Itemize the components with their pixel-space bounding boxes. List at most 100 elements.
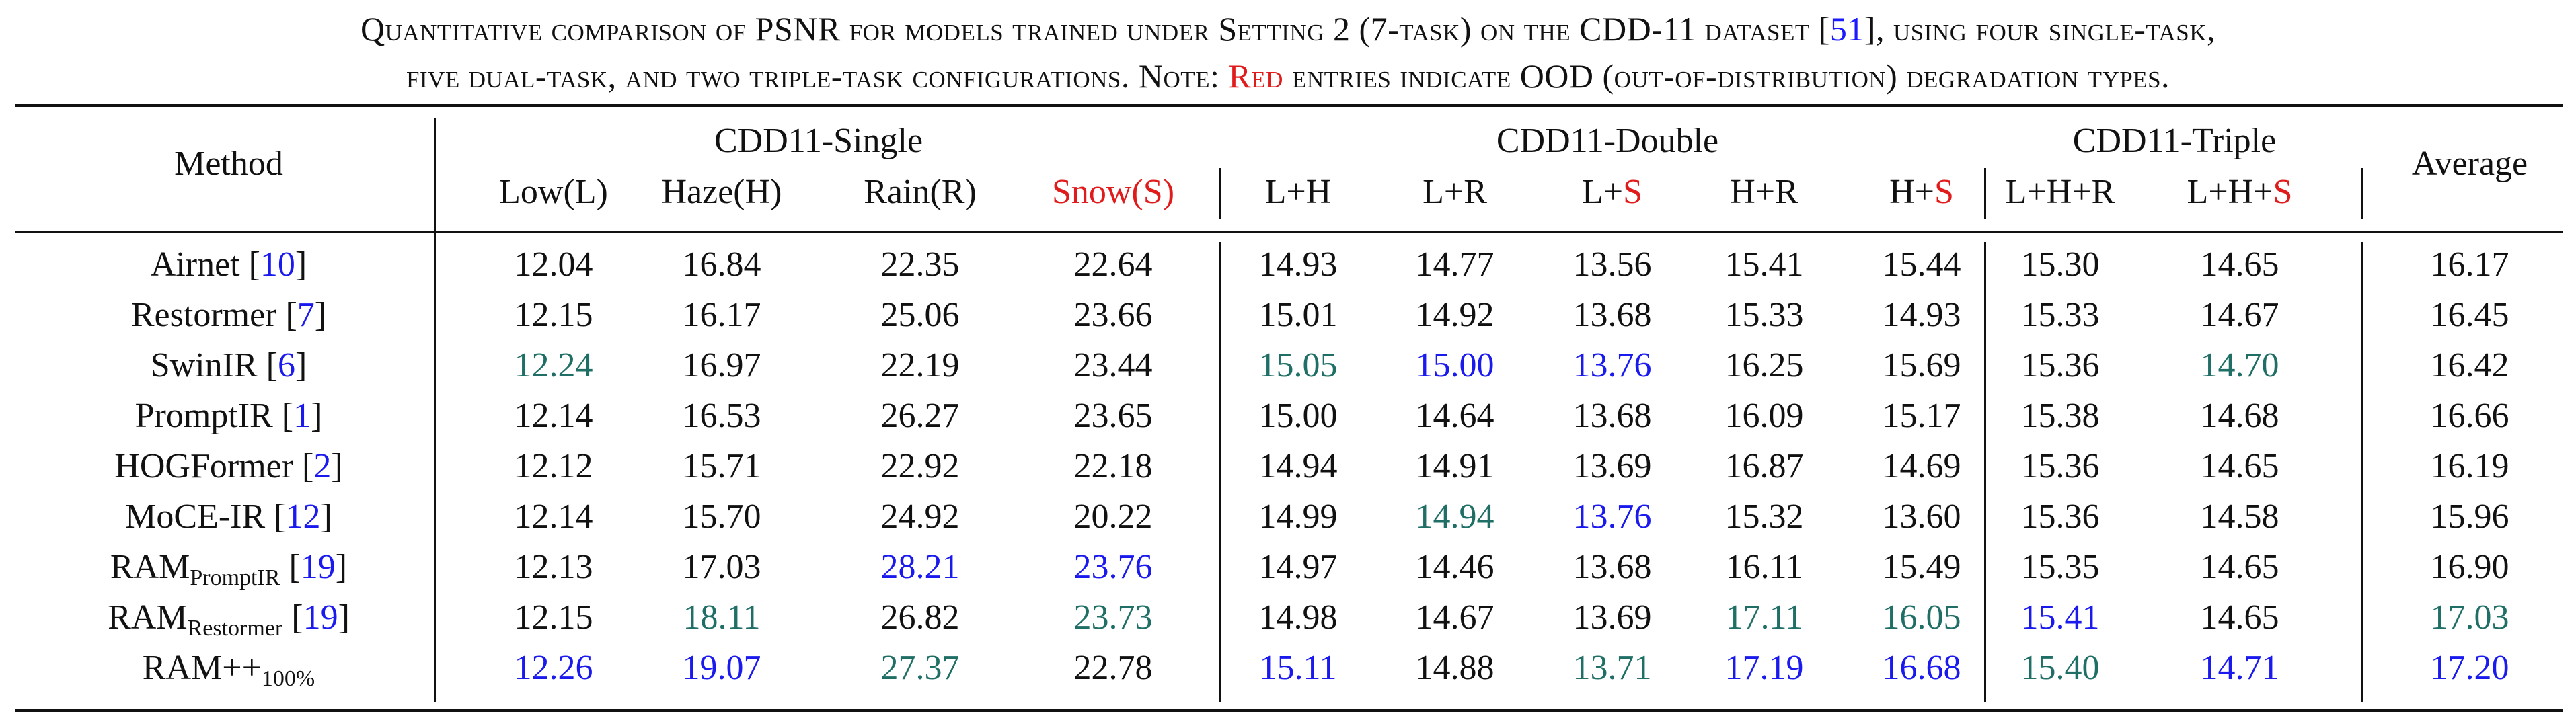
column-header: L+H+R — [2006, 172, 2115, 212]
average-cell: 16.90 — [2430, 548, 2509, 586]
psnr-cell: 13.69 — [1573, 598, 1652, 637]
psnr-cell: 16.25 — [1725, 346, 1804, 385]
psnr-cell: 14.93 — [1882, 296, 1961, 334]
column-divider — [434, 118, 436, 702]
psnr-cell: 14.58 — [2200, 497, 2279, 536]
caption-line-2: five dual-task, and two triple-task conf… — [0, 52, 2576, 99]
psnr-cell: 14.65 — [2200, 548, 2279, 586]
citation-link[interactable]: 7 — [297, 296, 315, 334]
column-header-text: Haze(H) — [661, 173, 782, 211]
psnr-cell: 15.49 — [1882, 548, 1961, 586]
psnr-cell: 15.01 — [1258, 296, 1338, 334]
psnr-cell: 15.00 — [1415, 346, 1494, 385]
method-name: Restormer [7] — [131, 295, 326, 335]
method-name: SwinIR [6] — [151, 346, 307, 385]
citation-link[interactable]: 6 — [277, 346, 295, 385]
psnr-cell: 14.68 — [2200, 397, 2279, 435]
psnr-cell: 14.69 — [1882, 447, 1961, 485]
method-label: RAM++ — [142, 649, 262, 687]
column-header: Low(L) — [499, 172, 608, 212]
psnr-cell: 14.71 — [2200, 649, 2279, 687]
column-header-ood-text: S — [2273, 173, 2293, 211]
psnr-cell: 15.17 — [1882, 397, 1961, 435]
method-subscript: 100% — [261, 666, 315, 691]
header-group-triple: CDD11-Triple — [2072, 122, 2277, 160]
column-header-text: L+H — [1264, 173, 1332, 211]
psnr-cell: 13.71 — [1573, 649, 1652, 687]
psnr-cell: 16.11 — [1725, 548, 1803, 586]
caption-line-1: Quantitative comparison of PSNR for mode… — [0, 5, 2576, 52]
header-average: Average — [2411, 145, 2528, 183]
psnr-cell: 15.36 — [2020, 346, 2100, 385]
method-subscript: Restormer — [187, 616, 283, 641]
table-bottom-rule — [15, 709, 2563, 712]
psnr-cell: 17.11 — [1725, 598, 1803, 637]
header-group-single: CDD11-Single — [714, 122, 923, 160]
column-header: H+R — [1730, 172, 1798, 212]
psnr-cell: 15.44 — [1882, 245, 1961, 284]
psnr-cell: 14.91 — [1415, 447, 1494, 485]
psnr-cell: 13.76 — [1573, 346, 1652, 385]
method-name: MoCE-IR [12] — [125, 497, 332, 536]
psnr-cell: 15.40 — [2020, 649, 2100, 687]
psnr-cell: 16.09 — [1725, 397, 1804, 435]
psnr-cell: 15.70 — [682, 497, 761, 536]
psnr-cell: 14.46 — [1415, 548, 1494, 586]
citation-link[interactable]: 2 — [313, 447, 332, 485]
psnr-cell: 12.24 — [514, 346, 593, 385]
caption-text: entries indicate OOD (out-of-distributio… — [1283, 57, 2170, 95]
psnr-cell: 12.14 — [514, 497, 593, 536]
column-header-ood-text: Snow(S) — [1051, 173, 1175, 211]
column-divider — [2361, 242, 2363, 702]
citation-link[interactable]: 10 — [260, 245, 295, 284]
column-header-ood-text: S — [1623, 173, 1643, 211]
psnr-cell: 16.97 — [682, 346, 761, 385]
citation-link[interactable]: 12 — [285, 497, 321, 536]
citation: [7] — [285, 296, 327, 334]
method-name: RAMRestormer [19] — [108, 598, 350, 641]
psnr-cell: 14.98 — [1258, 598, 1338, 637]
psnr-cell: 16.05 — [1882, 598, 1961, 637]
psnr-cell: 12.26 — [514, 649, 593, 687]
average-cell: 17.03 — [2430, 598, 2509, 637]
caption-red-word: Red — [1228, 57, 1283, 95]
psnr-cell: 15.36 — [2020, 447, 2100, 485]
psnr-cell: 25.06 — [880, 296, 960, 334]
psnr-cell: 18.11 — [683, 598, 761, 637]
psnr-cell: 15.38 — [2020, 397, 2100, 435]
average-cell: 16.66 — [2430, 397, 2509, 435]
caption-citation-link[interactable]: 51 — [1829, 10, 1864, 48]
column-header-text: L+R — [1423, 173, 1487, 211]
citation-link[interactable]: 1 — [293, 397, 311, 435]
column-header: H+S — [1889, 172, 1954, 212]
column-header: L+R — [1423, 172, 1487, 212]
psnr-cell: 27.37 — [880, 649, 960, 687]
citation-link[interactable]: 19 — [300, 548, 336, 586]
column-header-ood-text: S — [1934, 173, 1954, 211]
psnr-cell: 14.67 — [2200, 296, 2279, 334]
column-divider — [1219, 242, 1221, 702]
psnr-cell: 15.33 — [1725, 296, 1804, 334]
psnr-cell: 26.27 — [880, 397, 960, 435]
header-method: Method — [174, 145, 283, 183]
psnr-cell: 15.41 — [1725, 245, 1804, 284]
psnr-cell: 15.71 — [682, 447, 761, 485]
column-header: L+H+S — [2187, 172, 2293, 212]
average-cell: 16.17 — [2430, 245, 2509, 284]
psnr-cell: 15.32 — [1725, 497, 1804, 536]
psnr-cell: 22.92 — [880, 447, 960, 485]
psnr-cell: 14.94 — [1258, 447, 1338, 485]
psnr-cell: 15.11 — [1259, 649, 1337, 687]
method-label: PromptIR — [135, 397, 282, 435]
psnr-cell: 22.78 — [1073, 649, 1153, 687]
table-top-rule — [15, 104, 2563, 107]
method-label: SwinIR — [150, 346, 266, 385]
column-header-text: H+R — [1730, 173, 1798, 211]
psnr-cell: 14.92 — [1415, 296, 1494, 334]
psnr-cell: 15.36 — [2020, 497, 2100, 536]
psnr-cell: 23.76 — [1073, 548, 1153, 586]
column-header-text: L+H+ — [2187, 173, 2273, 211]
citation-link[interactable]: 19 — [303, 598, 338, 637]
average-cell: 15.96 — [2430, 497, 2509, 536]
column-header-text: Rain(R) — [864, 173, 977, 211]
